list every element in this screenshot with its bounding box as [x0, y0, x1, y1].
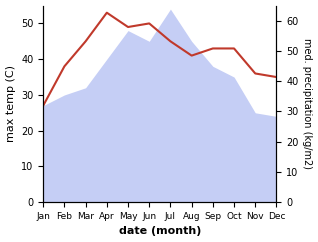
Y-axis label: med. precipitation (kg/m2): med. precipitation (kg/m2) [302, 38, 313, 169]
X-axis label: date (month): date (month) [119, 227, 201, 236]
Y-axis label: max temp (C): max temp (C) [5, 65, 16, 142]
